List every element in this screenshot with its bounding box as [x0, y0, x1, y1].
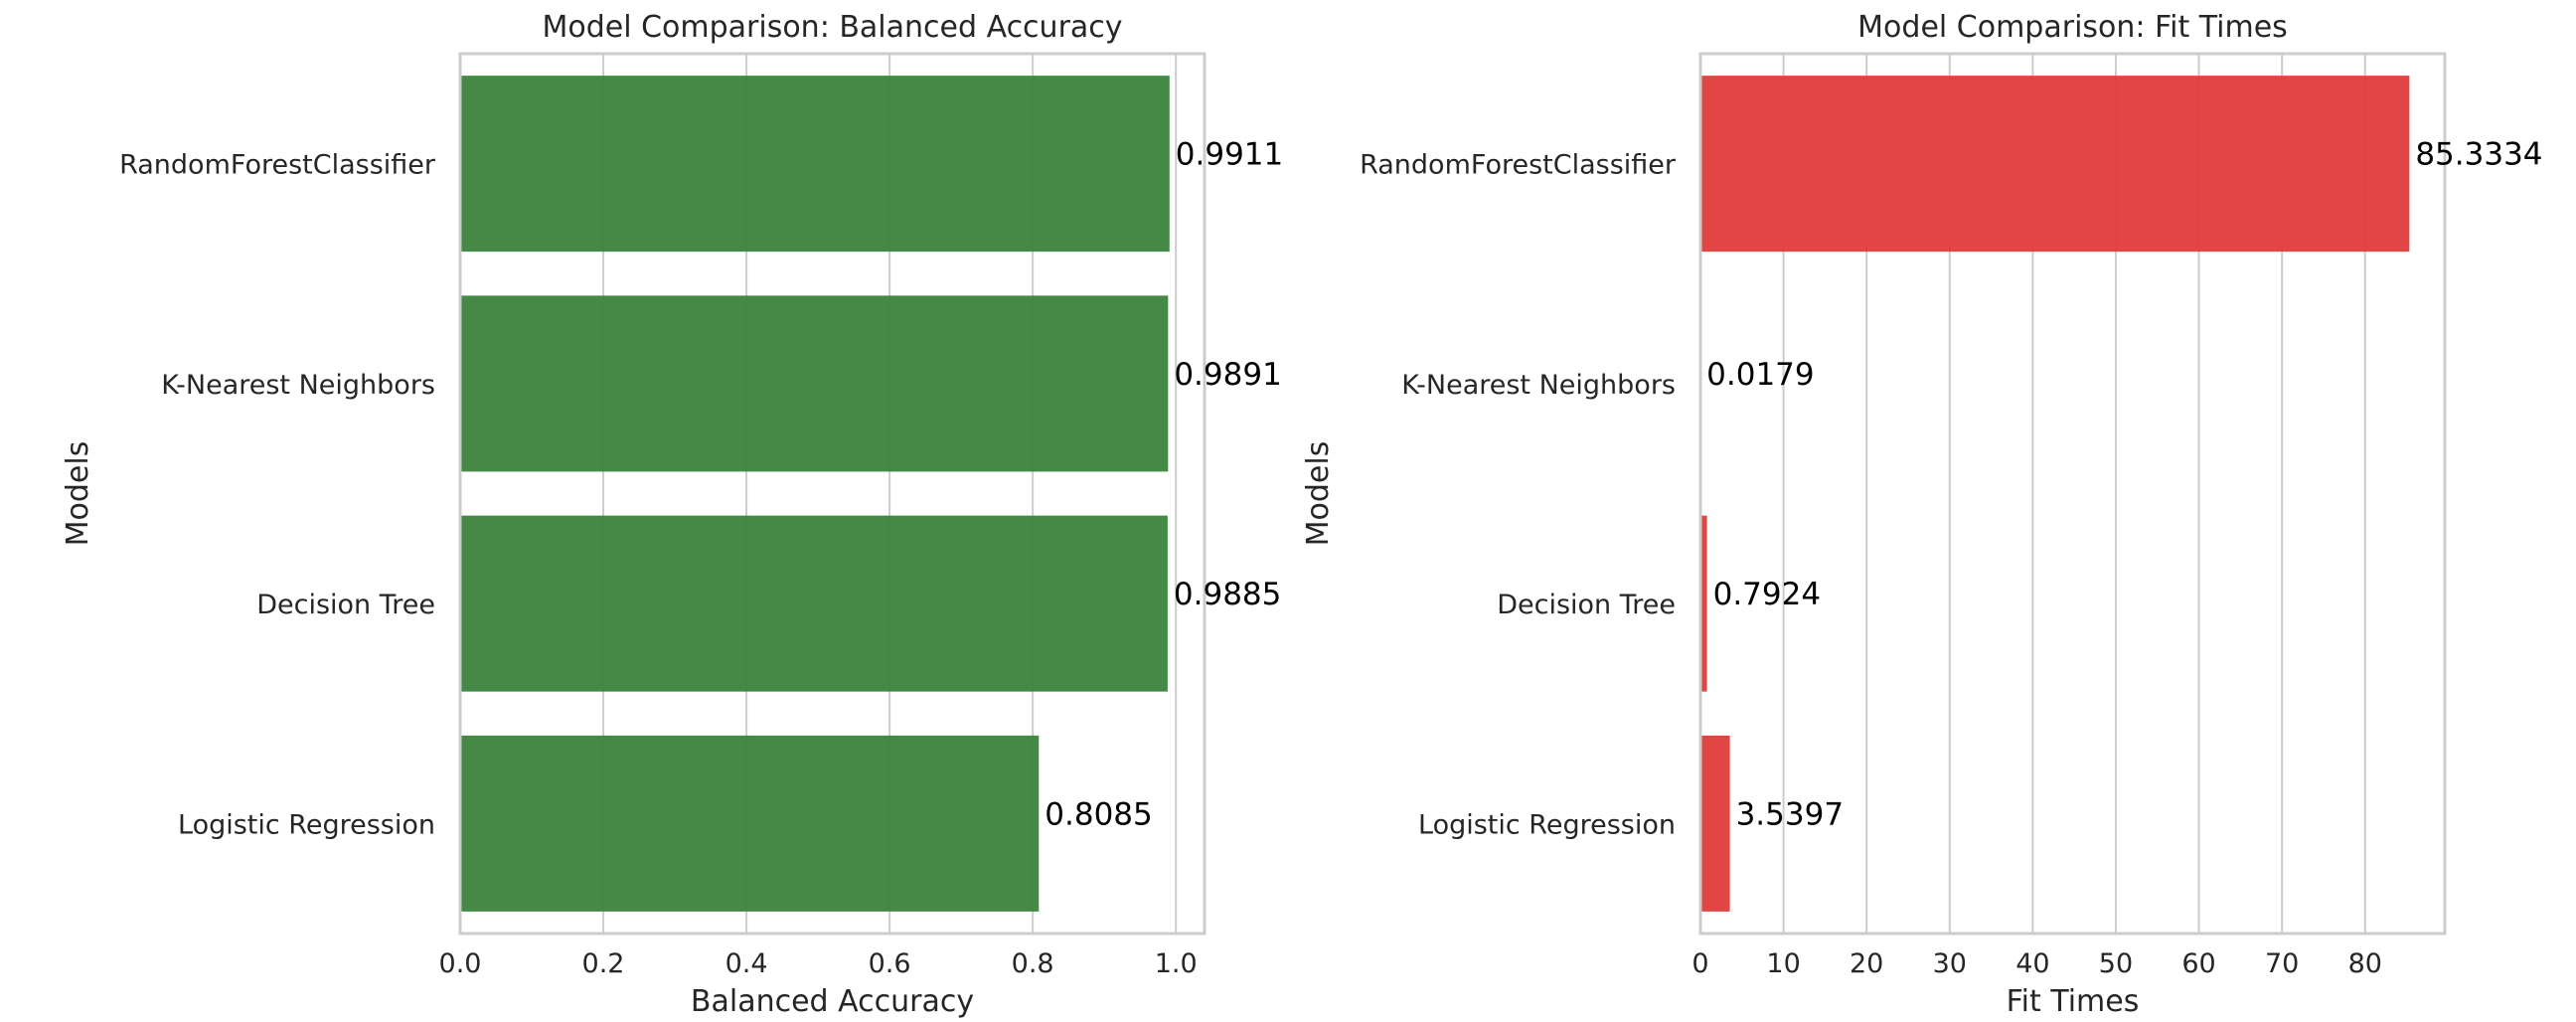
y-tick-labels: RandomForestClassifier K-Nearest Neighbor…	[119, 150, 436, 841]
x-tick-label: 30	[1933, 948, 1967, 979]
x-axis-label: Balanced Accuracy	[691, 984, 974, 1019]
bar-logistic-regression	[1700, 735, 1730, 912]
plot-frame	[1698, 52, 2447, 936]
chart-title: Model Comparison: Balanced Accuracy	[542, 10, 1122, 45]
x-tick-label: 0	[1691, 948, 1708, 979]
x-tick-label: 80	[2348, 948, 2382, 979]
data-label-decision-tree: 0.9885	[1174, 577, 1281, 612]
x-tick-label: 1.0	[1155, 948, 1198, 979]
y-tick-label-decision-tree: Decision Tree	[256, 590, 435, 620]
bar-decision-tree	[460, 515, 1168, 692]
data-labels: 85.3334 0.0179 0.7924 3.5397	[1706, 137, 2542, 833]
bar-randomforestclassifier	[1700, 76, 2410, 253]
bar-logistic-regression	[460, 735, 1040, 912]
data-labels: 0.9911 0.9891 0.9885 0.8085	[1045, 137, 1283, 833]
data-label-k-nearest-neighbors: 0.0179	[1706, 357, 1814, 393]
y-tick-labels: RandomForestClassifier K-Nearest Neighbor…	[1360, 150, 1677, 841]
data-label-randomforestclassifier: 85.3334	[2415, 137, 2542, 173]
bar-k-nearest-neighbors	[460, 295, 1169, 472]
bar-randomforestclassifier	[460, 76, 1170, 253]
y-tick-label-k-nearest-neighbors: K-Nearest Neighbors	[161, 370, 435, 401]
data-label-randomforestclassifier: 0.9911	[1176, 137, 1283, 173]
x-tick-label: 50	[2099, 948, 2133, 979]
x-tick-label: 0.2	[582, 948, 625, 979]
data-label-logistic-regression: 0.8085	[1045, 796, 1152, 832]
x-tick-label: 40	[2015, 948, 2049, 979]
bar-decision-tree	[1700, 515, 1707, 692]
balanced-accuracy-chart: Model Comparison: Balanced Accuracy Bala…	[61, 10, 1283, 1019]
x-tick-labels: 0 10 20 30 40 50 60 70 80	[1691, 948, 2382, 979]
x-tick-label: 0.4	[725, 948, 768, 979]
x-tick-label: 20	[1850, 948, 1883, 979]
plot-frame	[458, 52, 1207, 936]
y-tick-label-randomforestclassifier: RandomForestClassifier	[1360, 150, 1677, 181]
y-tick-label-logistic-regression: Logistic Regression	[178, 809, 435, 840]
x-tick-labels: 0.0 0.2 0.4 0.6 0.8 1.0	[439, 948, 1198, 979]
y-tick-label-k-nearest-neighbors: K-Nearest Neighbors	[1401, 370, 1676, 401]
data-label-k-nearest-neighbors: 0.9891	[1174, 357, 1281, 393]
x-tick-label: 10	[1766, 948, 1800, 979]
y-tick-label-randomforestclassifier: RandomForestClassifier	[119, 150, 436, 181]
x-axis-label: Fit Times	[2007, 984, 2140, 1019]
x-tick-label: 0.0	[439, 948, 482, 979]
y-tick-label-logistic-regression: Logistic Regression	[1418, 809, 1676, 840]
y-axis-label: Models	[1301, 441, 1336, 547]
x-tick-label: 70	[2265, 948, 2299, 979]
y-tick-label-decision-tree: Decision Tree	[1497, 590, 1676, 620]
x-tick-label: 60	[2181, 948, 2215, 979]
fit-times-chart: Model Comparison: Fit Times Fit Times Mo…	[1301, 10, 2543, 1019]
chart-title: Model Comparison: Fit Times	[1857, 10, 2288, 45]
bars	[1700, 76, 2410, 912]
data-label-decision-tree: 0.7924	[1713, 577, 1821, 612]
x-tick-label: 0.6	[869, 948, 911, 979]
bars	[460, 76, 1170, 912]
y-axis-label: Models	[61, 441, 95, 547]
data-label-logistic-regression: 3.5397	[1736, 796, 1844, 832]
x-tick-label: 0.8	[1012, 948, 1054, 979]
